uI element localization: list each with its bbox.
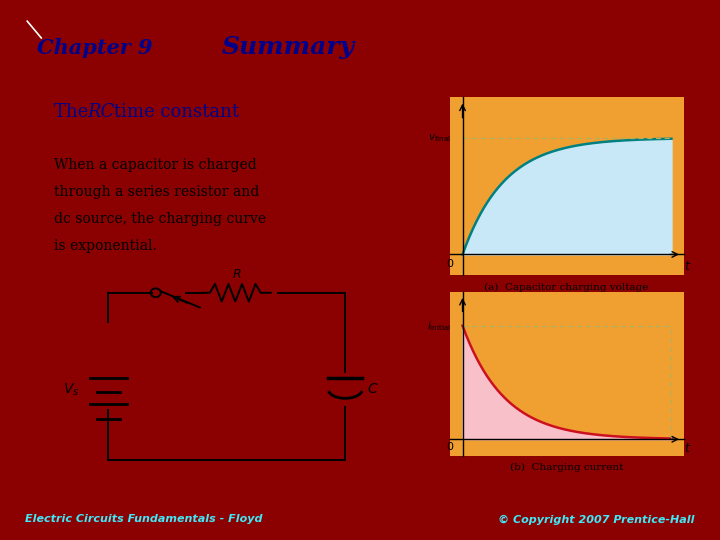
Text: The: The <box>54 103 94 122</box>
Text: Chapter 9: Chapter 9 <box>37 38 153 58</box>
Text: dc source, the charging curve: dc source, the charging curve <box>54 212 266 226</box>
Text: 0: 0 <box>446 259 454 269</box>
Text: (a)  Capacitor charging voltage: (a) Capacitor charging voltage <box>485 282 649 292</box>
Text: (b)  Charging current: (b) Charging current <box>510 463 624 472</box>
Text: C: C <box>367 382 377 396</box>
Text: $t$: $t$ <box>684 442 691 455</box>
Text: $i_{\rm initial}$: $i_{\rm initial}$ <box>427 319 451 333</box>
Text: through a series resistor and: through a series resistor and <box>54 185 259 199</box>
Text: time constant: time constant <box>108 103 239 122</box>
Text: $v_{\rm final}$: $v_{\rm final}$ <box>428 132 451 144</box>
Text: © Copyright 2007 Prentice-Hall: © Copyright 2007 Prentice-Hall <box>498 515 695 524</box>
Text: R: R <box>233 268 241 281</box>
Text: $t$: $t$ <box>684 260 691 273</box>
Text: $V_s$: $V_s$ <box>63 381 79 397</box>
Text: is exponential.: is exponential. <box>54 239 157 253</box>
Text: Summary: Summary <box>222 35 354 59</box>
Text: 0: 0 <box>446 442 454 452</box>
Text: Electric Circuits Fundamentals - Floyd: Electric Circuits Fundamentals - Floyd <box>25 515 263 524</box>
Text: RC: RC <box>87 103 114 122</box>
Text: When a capacitor is charged: When a capacitor is charged <box>54 158 257 172</box>
